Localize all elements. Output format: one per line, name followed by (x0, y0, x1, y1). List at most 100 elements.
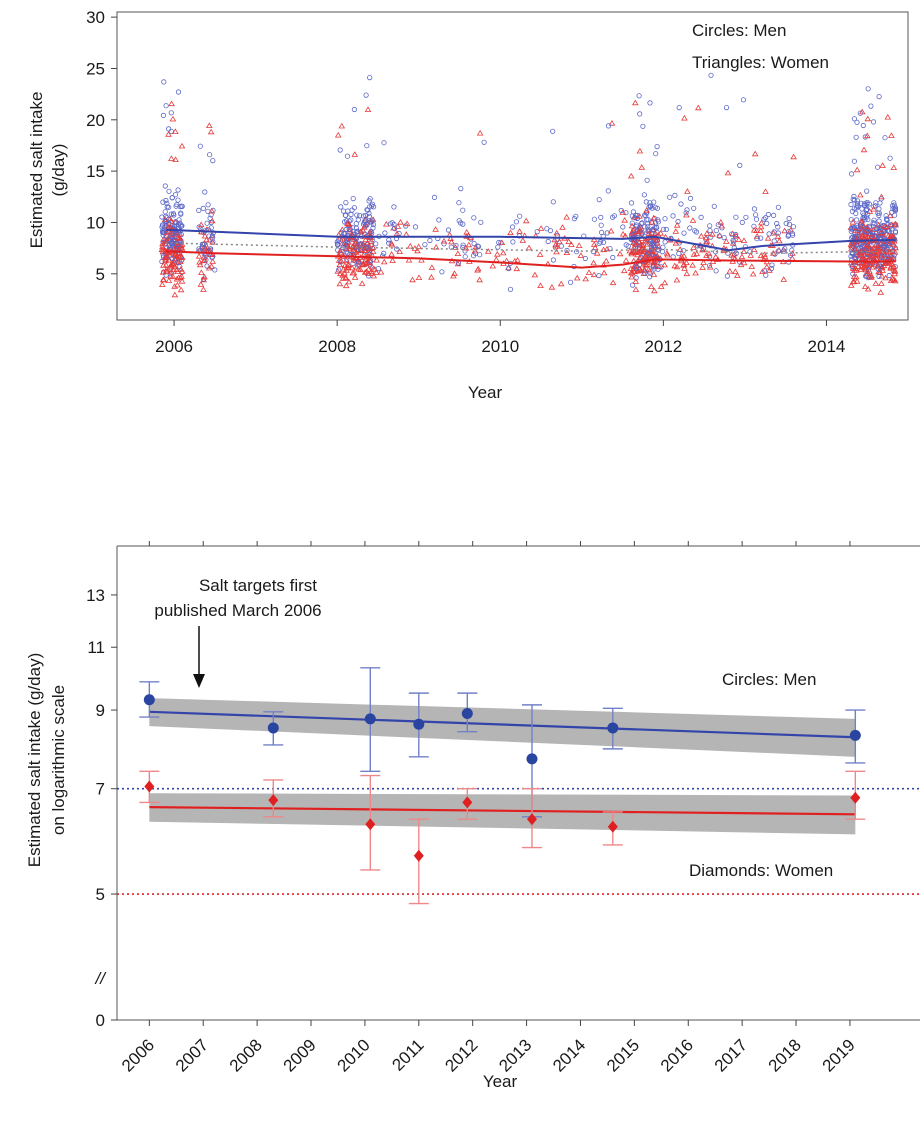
women-observation-point (781, 227, 788, 234)
men-observation-point (362, 223, 369, 229)
men-observation-point (513, 219, 520, 225)
women-observation-point (360, 224, 368, 230)
women-observation-point (158, 246, 166, 252)
men-observation-point (861, 246, 867, 252)
men-observation-point (855, 204, 861, 210)
men-observation-point (453, 242, 459, 249)
men-observation-point (422, 242, 428, 248)
men-observation-point (629, 213, 635, 219)
women-observation-point (582, 275, 590, 282)
men-observation-point (205, 202, 211, 208)
women-observation-point (357, 247, 365, 254)
women-mean-point (462, 796, 473, 809)
men-observation-point (204, 220, 210, 226)
women-mean-point (365, 818, 376, 831)
women-observation-point (585, 269, 593, 275)
women-observation-point (348, 264, 356, 271)
men-observation-point (366, 213, 372, 219)
bottom-y-tick-label: 13 (86, 586, 105, 605)
women-observation-point (609, 279, 617, 286)
women-observation-point (650, 287, 658, 294)
annotation-salt-targets-line2: published March 2006 (154, 601, 321, 620)
women-observation-point (641, 266, 649, 273)
women-observation-point (357, 266, 364, 273)
men-observation-point (868, 103, 874, 109)
men-observation-point (662, 239, 668, 245)
women-observation-point (484, 248, 492, 254)
women-observation-point (699, 264, 706, 270)
men-observation-point (707, 223, 713, 229)
women-observation-point (163, 265, 171, 272)
annotation-salt-targets-line1: Salt targets first (199, 576, 317, 595)
men-observation-point (597, 239, 604, 245)
men-observation-point (871, 217, 877, 223)
men-observation-point (752, 212, 759, 218)
top-plot-frame (116, 11, 909, 321)
bottom-y-axis-label-line: on logarithmic scale (49, 685, 68, 835)
women-observation-point (683, 270, 691, 277)
women-observation-point (678, 253, 686, 259)
men-observation-point (860, 215, 866, 221)
men-observation-point (662, 216, 668, 222)
women-observation-point (169, 115, 177, 122)
women-observation-point (628, 269, 636, 276)
men-observation-point (344, 153, 351, 159)
women-observation-point (877, 289, 885, 295)
men-observation-point (850, 234, 856, 240)
bottom-x-tick-label: 2013 (495, 1035, 535, 1075)
women-observation-point (636, 147, 644, 154)
men-observation-point (879, 253, 885, 259)
men-observation-point (786, 215, 792, 222)
women-observation-point (872, 280, 880, 286)
women-observation-point (177, 266, 185, 272)
men-observation-point (713, 228, 719, 234)
bottom-y-tick-zero-label: 0 (96, 1011, 105, 1030)
men-observation-point (394, 246, 400, 252)
men-mean-point (461, 708, 473, 720)
women-observation-point (645, 230, 653, 236)
men-observation-point (596, 272, 602, 279)
men-observation-point (854, 198, 861, 204)
women-observation-point (476, 129, 484, 136)
men-observation-point (652, 225, 658, 231)
bottom-y-axis-label: Estimated salt intake (g/day) on logarith… (25, 653, 68, 867)
women-observation-point (168, 268, 175, 275)
women-mean-point (144, 780, 155, 793)
men-observation-point (629, 220, 635, 226)
men-observation-point (771, 238, 777, 244)
women-observation-point (865, 242, 872, 248)
women-observation-point (854, 263, 862, 270)
top-x-tick-label: 2014 (808, 337, 846, 356)
women-observation-point (868, 233, 875, 239)
women-observation-point (556, 238, 563, 244)
women-observation-point (750, 226, 758, 233)
women-observation-point (864, 268, 871, 274)
men-observation-point (337, 147, 343, 153)
women-observation-point (195, 253, 203, 259)
men-observation-point (210, 158, 216, 164)
men-observation-point (353, 244, 359, 250)
men-observation-point (644, 177, 650, 183)
men-observation-point (163, 197, 169, 204)
men-observation-point (631, 231, 637, 238)
women-observation-point (365, 266, 373, 272)
women-observation-point (492, 256, 500, 262)
women-observation-point (858, 217, 865, 224)
women-observation-point (748, 263, 756, 269)
men-observation-point (365, 207, 371, 213)
women-observation-point (884, 113, 892, 120)
women-observation-point (759, 268, 766, 274)
men-observation-point (334, 239, 340, 245)
men-observation-point (363, 244, 369, 250)
women-observation-point (207, 128, 215, 135)
bottom-y-tick-label: 11 (87, 638, 105, 657)
women-observation-point (650, 214, 658, 221)
men-observation-point (618, 207, 624, 214)
women-observation-point (607, 227, 615, 234)
women-observation-point (358, 280, 366, 286)
women-observation-point (359, 261, 367, 268)
men-observation-point (353, 239, 359, 245)
women-observation-point (644, 240, 651, 247)
men-observation-point (209, 233, 216, 239)
women-observation-point (631, 240, 639, 247)
